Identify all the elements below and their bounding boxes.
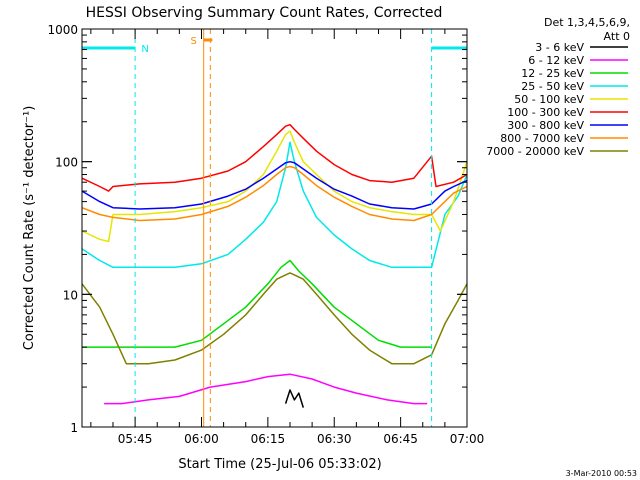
footer-date: 3-Mar-2010 00:53 — [566, 469, 637, 478]
legend-label-4: 25 - 50 keV — [521, 80, 584, 93]
x-tick-label: 06:00 — [184, 432, 219, 446]
legend-label-1: 3 - 6 keV — [535, 41, 584, 54]
x-axis-label: Start Time (25-Jul-06 05:33:02) — [178, 457, 381, 472]
y-tick-label: 1 — [70, 421, 78, 435]
series-line-9 — [81, 272, 468, 365]
legend-label-2: 6 - 12 keV — [528, 54, 584, 67]
legend-label-3: 12 - 25 keV — [521, 67, 584, 80]
legend-header-attenuator: Att 0 — [604, 30, 630, 43]
legend-label-6: 100 - 300 keV — [507, 106, 584, 119]
axes: 1 10 100 1000 05:45 06:00 06:15 06:30 06:45 07:00 — [47, 23, 484, 446]
marker-label-n: N — [141, 44, 148, 55]
legend-label-5: 50 - 100 keV — [514, 93, 584, 106]
series-line-3 — [82, 259, 432, 348]
series-line-5 — [81, 130, 468, 243]
chart-title: HESSI Observing Summary Count Rates, Cor… — [86, 5, 443, 21]
x-tick-label: 05:45 — [118, 432, 153, 446]
legend-label-7: 300 - 800 keV — [507, 119, 584, 132]
series-line-1 — [284, 389, 305, 408]
legend-label-8: 800 - 7000 keV — [500, 132, 584, 145]
plot-frame — [81, 28, 468, 428]
series-line-7 — [81, 160, 468, 210]
x-tick-label: 06:30 — [317, 432, 352, 446]
plot-area: NS — [81, 29, 468, 427]
y-tick-label: 10 — [63, 288, 78, 302]
x-tick-label: 07:00 — [450, 432, 485, 446]
x-tick-label: 06:45 — [383, 432, 418, 446]
marker-label-s: S — [191, 36, 197, 47]
y-axis-label: Corrected Count Rate (s⁻¹ detector⁻¹) — [22, 106, 37, 351]
legend-label-9: 7000 - 20000 keV — [486, 145, 584, 158]
legend-header-detectors: Det 1,3,4,5,6,9, — [544, 16, 630, 29]
series-line-2 — [104, 373, 428, 405]
x-tick-label: 06:15 — [251, 432, 286, 446]
series-line-4 — [81, 141, 468, 269]
y-tick-label: 1000 — [47, 23, 78, 37]
y-tick-label: 100 — [55, 156, 78, 170]
series-line-8 — [81, 165, 468, 222]
series-line-6 — [81, 123, 468, 192]
